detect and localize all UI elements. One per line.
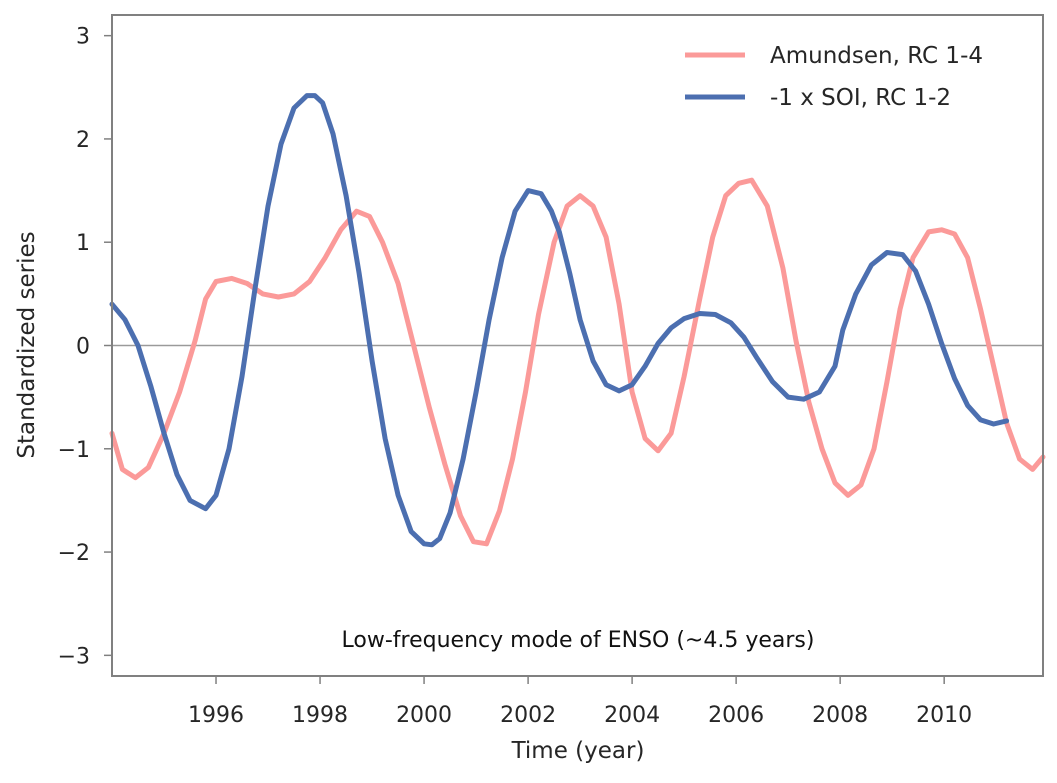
x-tick-label: 2010 xyxy=(916,703,972,728)
chart-annotation: Low-frequency mode of ENSO (~4.5 years) xyxy=(342,628,815,653)
plot-frame xyxy=(111,14,1044,677)
x-tick-label: 2006 xyxy=(708,703,764,728)
legend-label-amundsen: Amundsen, RC 1-4 xyxy=(770,43,983,69)
series-line-soi xyxy=(109,93,1010,548)
x-tick-label: 2002 xyxy=(500,703,556,728)
legend-label-soi: -1 x SOI, RC 1-2 xyxy=(770,85,951,111)
y-axis-label: Standardized series xyxy=(14,231,40,458)
series-layer xyxy=(109,93,1046,548)
legend: Amundsen, RC 1-4 -1 x SOI, RC 1-2 xyxy=(685,43,983,111)
x-axis-label: Time (year) xyxy=(511,738,645,764)
x-tick-label: 2004 xyxy=(604,703,660,728)
y-tick-label: 0 xyxy=(76,335,90,360)
y-tick-label: −2 xyxy=(58,541,90,566)
x-tick-label: 2008 xyxy=(812,703,868,728)
y-tick-label: 1 xyxy=(76,231,90,256)
y-tick-label: −1 xyxy=(58,438,90,463)
x-tick-label: 2000 xyxy=(396,703,452,728)
y-tick-label: −3 xyxy=(58,644,90,669)
y-tick-label: 3 xyxy=(76,25,90,50)
series-line-amundsen xyxy=(109,177,1046,547)
x-tick-label: 1996 xyxy=(188,703,244,728)
ticks-layer: 1996 1998 2000 2002 2004 2006 2008 2010 −3 −2 −1 0 1… xyxy=(58,25,973,728)
y-tick-label: 2 xyxy=(76,128,90,153)
x-tick-label: 1998 xyxy=(292,703,348,728)
